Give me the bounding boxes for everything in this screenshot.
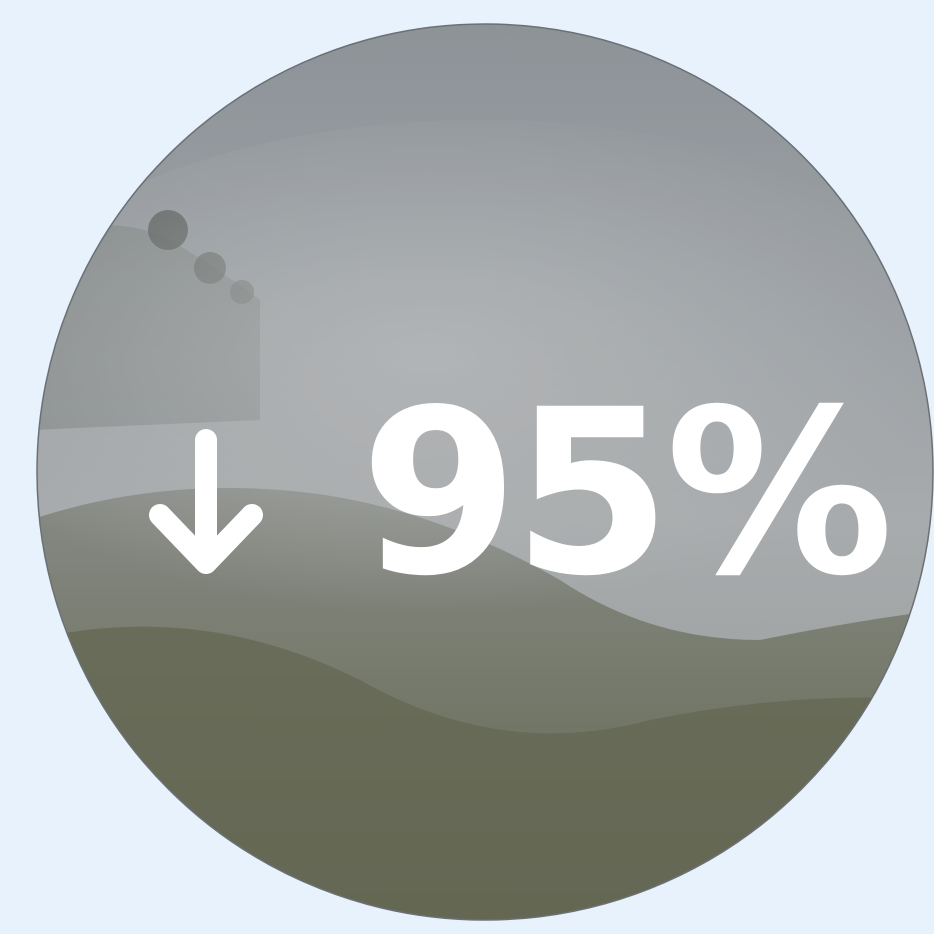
page: {"stat": {"text": "95%"}} [0, 0, 934, 934]
stat-value: 95% [360, 360, 888, 626]
stat-graphic: 95% [0, 0, 934, 934]
